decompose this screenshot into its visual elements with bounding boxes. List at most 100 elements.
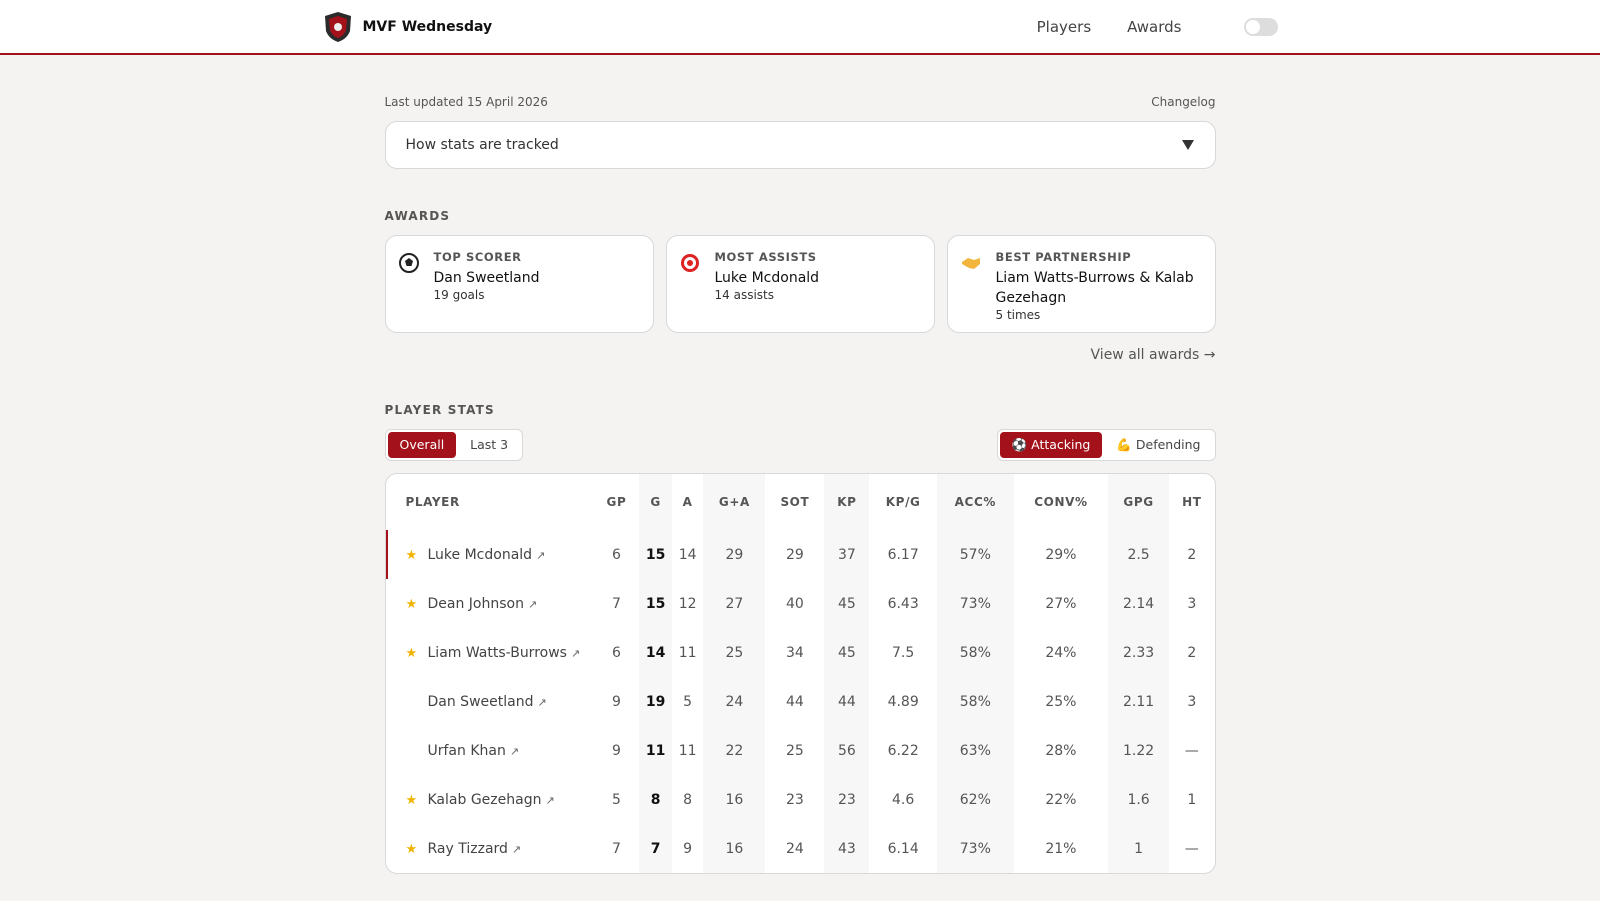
mode-tabs: ⚽ Attacking 💪 Defending [996, 429, 1216, 461]
external-link-icon[interactable]: ↗ [527, 597, 538, 611]
stat-cell: 2.11 [1108, 677, 1170, 726]
stat-cell: 15 [639, 579, 672, 628]
stat-cell: 73% [936, 824, 1014, 873]
stat-cell: 1.6 [1108, 775, 1170, 824]
stat-cell: 7.5 [892, 644, 915, 661]
column-header[interactable]: A [682, 495, 693, 509]
stat-cell: 4.89 [887, 693, 919, 710]
stat-cell: 22% [1045, 791, 1077, 808]
stat-cell: 44 [785, 693, 804, 710]
column-header[interactable]: HT [1182, 495, 1202, 509]
player-name[interactable]: Luke Mcdonald [427, 546, 533, 563]
player-row: Urfan Khan ↗ 9 11 11 22 25 56 6.22 63% 28% 1.22 — [386, 726, 1215, 775]
stat-cell: 11 [639, 726, 672, 775]
player-name[interactable]: Dan Sweetland [427, 693, 534, 710]
stat-cell: 58% [936, 628, 1014, 677]
external-link-icon[interactable]: ↗ [537, 695, 547, 709]
nav-link[interactable]: Players [1036, 17, 1092, 36]
player-name[interactable]: Urfan Khan [427, 742, 506, 759]
column-header[interactable]: CONV% [1034, 495, 1088, 509]
stat-cell: 12 [678, 595, 697, 612]
column-header[interactable]: KP/G [885, 495, 921, 509]
tab[interactable]: Overall [387, 432, 457, 458]
external-link-icon[interactable]: ↗ [570, 646, 581, 660]
accordion[interactable]: How stats are tracked [384, 121, 1216, 169]
header-row: PLAYER GP G A G+A SOT KP KP/G ACC% CONV% GPG HT [386, 474, 1215, 530]
player-row: Dan Sweetland ↗ 9 19 5 24 44 44 4.89 58% 25% 2.11 3 [386, 677, 1215, 726]
stat-cell: 11 [678, 644, 697, 661]
stat-cell: 37 [824, 530, 870, 579]
stat-cell: 63% [936, 726, 1014, 775]
stat-cell: — [1184, 840, 1199, 857]
award-card[interactable]: MOST ASSISTS Luke Mcdonald 14 assists [665, 235, 935, 333]
stat-cell: 6.14 [887, 840, 919, 857]
stat-cell: 11 [678, 742, 697, 759]
stat-cell: 25 [703, 628, 766, 677]
stat-cell: 7 [639, 824, 672, 873]
stat-cell: 21% [1045, 840, 1077, 857]
changelog-link[interactable]: Changelog [1151, 95, 1216, 109]
column-header[interactable]: G [639, 474, 672, 530]
player-cell: ★ Kalab Gezehagn ↗ [386, 775, 594, 824]
stat-cell: 25 [785, 742, 804, 759]
external-link-icon[interactable]: ↗ [509, 744, 520, 758]
player-name[interactable]: Kalab Gezehagn [427, 791, 542, 808]
external-link-icon[interactable]: ↗ [511, 842, 522, 856]
external-link-icon[interactable]: ↗ [545, 793, 555, 807]
stat-cell: 40 [785, 595, 804, 612]
stat-cell: 4.6 [892, 791, 915, 808]
stat-cell: 3 [1187, 693, 1197, 710]
stat-cell: 6.22 [887, 742, 919, 759]
club-logo[interactable] [323, 11, 353, 43]
brand-name[interactable]: MVF Wednesday [362, 18, 493, 35]
stat-cell: 73% [936, 579, 1014, 628]
column-header[interactable]: G+A [703, 474, 766, 530]
player-name[interactable]: Liam Watts-Burrows [427, 644, 567, 661]
player-cell: ★ Luke Mcdonald ↗ [386, 530, 594, 579]
player-row: ★ Dean Johnson ↗ 7 15 12 27 40 45 6.43 73% 27% 2.14 3 [386, 579, 1215, 628]
stat-cell: 16 [703, 775, 766, 824]
stat-cell: 34 [785, 644, 804, 661]
stat-cell: 5 [612, 791, 621, 808]
stat-cell: 45 [824, 628, 870, 677]
theme-toggle[interactable] [1243, 17, 1278, 36]
stat-cell: 29 [703, 530, 766, 579]
column-header[interactable]: GPG [1108, 474, 1170, 530]
award-text: MOST ASSISTS Luke Mcdonald 14 assists [715, 250, 820, 318]
stat-cell: 29 [785, 546, 804, 563]
stat-cell: 8 [683, 791, 693, 808]
accordion-label: How stats are tracked [405, 137, 559, 153]
tab[interactable]: 💪 Defending [1116, 437, 1201, 452]
player-name[interactable]: Dean Johnson [427, 595, 524, 612]
nav-link[interactable]: Awards [1127, 17, 1182, 36]
star-marker: ★ [405, 645, 418, 661]
stat-cell: 44 [824, 677, 870, 726]
view-all-link[interactable]: View all awards → [1090, 347, 1216, 363]
column-header[interactable]: KP [824, 474, 870, 530]
stats-table: PLAYER GP G A G+A SOT KP KP/G ACC% CONV% GPG HT ★ Lu… [386, 474, 1215, 873]
stat-cell: 5 [683, 693, 693, 710]
stat-cell: 3 [1187, 595, 1197, 612]
column-header[interactable]: SOT [780, 495, 810, 509]
award-card[interactable]: BEST PARTNERSHIP Liam Watts-Burrows & Kal… [946, 235, 1216, 333]
stat-cell: 29% [1045, 546, 1077, 563]
award-detail: 14 assists [714, 288, 774, 302]
column-header[interactable]: ACC% [936, 474, 1014, 530]
stat-cell: 6.43 [887, 595, 919, 612]
award-card[interactable]: TOP SCORER Dan Sweetland 19 goals [384, 235, 654, 333]
award-text: TOP SCORER Dan Sweetland 19 goals [434, 250, 540, 318]
stat-cell: 16 [703, 824, 766, 873]
stat-cell: 9 [612, 742, 621, 759]
external-link-icon[interactable]: ↗ [536, 548, 546, 562]
award-title: TOP SCORER [433, 250, 522, 264]
toggle-knob [1245, 19, 1260, 34]
star-marker: ★ [405, 547, 418, 563]
column-header[interactable]: GP [606, 495, 627, 509]
tab[interactable]: Last 3 [470, 437, 509, 452]
player-name[interactable]: Ray Tizzard [427, 840, 508, 857]
award-text: BEST PARTNERSHIP Liam Watts-Burrows & Kal… [996, 250, 1203, 322]
award-detail: 19 goals [433, 288, 485, 302]
stat-cell: 28% [1045, 742, 1077, 759]
tab[interactable]: ⚽ Attacking [999, 432, 1103, 458]
nav: Players Awards [1036, 17, 1278, 36]
